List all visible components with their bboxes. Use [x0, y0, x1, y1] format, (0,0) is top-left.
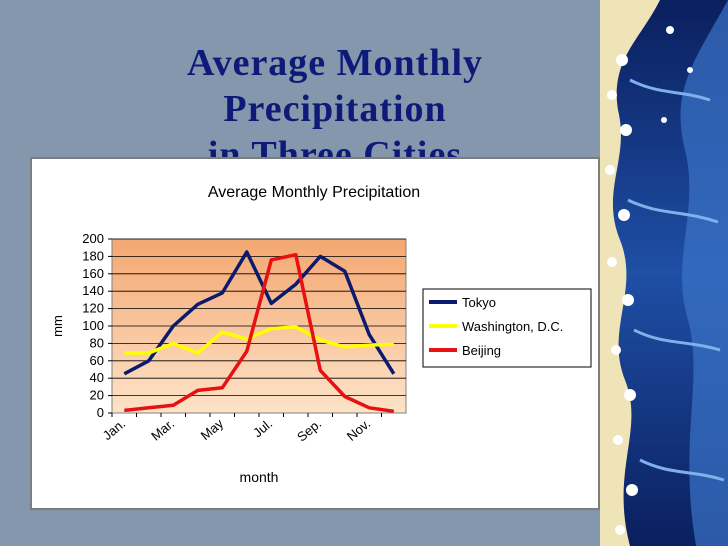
wave-stripe-1 [629, 78, 711, 102]
wave-artwork [600, 0, 728, 546]
legend: Tokyo Washington, D.C. Beijing [422, 288, 592, 368]
y-tick-label-6: 120 [82, 301, 104, 316]
series-line-1 [124, 325, 394, 355]
legend-label-0: Tokyo [462, 295, 496, 310]
y-tick-label-4: 80 [90, 335, 104, 350]
x-tick-label-4: May [198, 415, 227, 443]
y-tick-label-0: 0 [97, 405, 104, 420]
title-line-2: Precipitation [223, 88, 447, 130]
x-tick-label-8: Sep. [294, 416, 324, 445]
y-tick-label-5: 100 [82, 318, 104, 333]
series-line-2 [124, 252, 395, 414]
y-tick-labels: 0 20 40 60 80 100 120 140 160 180 200 [82, 231, 104, 420]
y-tick-label-8: 160 [82, 266, 104, 281]
x-tick-label-6: Jul. [250, 416, 275, 440]
y-axis-label: mm [50, 315, 65, 337]
title-line-1: Average Monthly [186, 42, 484, 84]
series-lines [123, 250, 396, 414]
chart: Average Monthly Precipitation 0 20 40 60 80 1… [50, 184, 592, 485]
y-tick-label-1: 20 [90, 388, 104, 403]
x-tick-label-10: Nov. [344, 416, 373, 444]
x-tick-label-2: Mar. [148, 416, 177, 444]
y-tick-label-10: 200 [82, 231, 104, 246]
wave-highlight [680, 0, 728, 546]
wave-stripe-3 [633, 328, 721, 352]
legend-label-1: Washington, D.C. [462, 319, 563, 334]
legend-label-2: Beijing [462, 343, 501, 358]
y-tick-label-9: 180 [82, 248, 104, 263]
wave-stripe-4 [639, 458, 725, 482]
chart-frame: Average Monthly Precipitation 0 20 40 60 80 1… [30, 157, 600, 510]
y-tick-label-2: 40 [90, 370, 104, 385]
wave-stripe-2 [627, 198, 719, 224]
series-line-0 [123, 250, 396, 376]
slide-title: Average Monthly Precipitation in Three C… [130, 40, 540, 178]
chart-title: Average Monthly Precipitation [208, 184, 420, 201]
wave-foam [605, 26, 693, 535]
y-tick-label-7: 140 [82, 283, 104, 298]
x-axis-label: month [240, 469, 279, 485]
y-tick-label-3: 60 [90, 353, 104, 368]
x-tick-labels: Jan. Mar. May Jul. Sep. Nov. [100, 413, 382, 444]
